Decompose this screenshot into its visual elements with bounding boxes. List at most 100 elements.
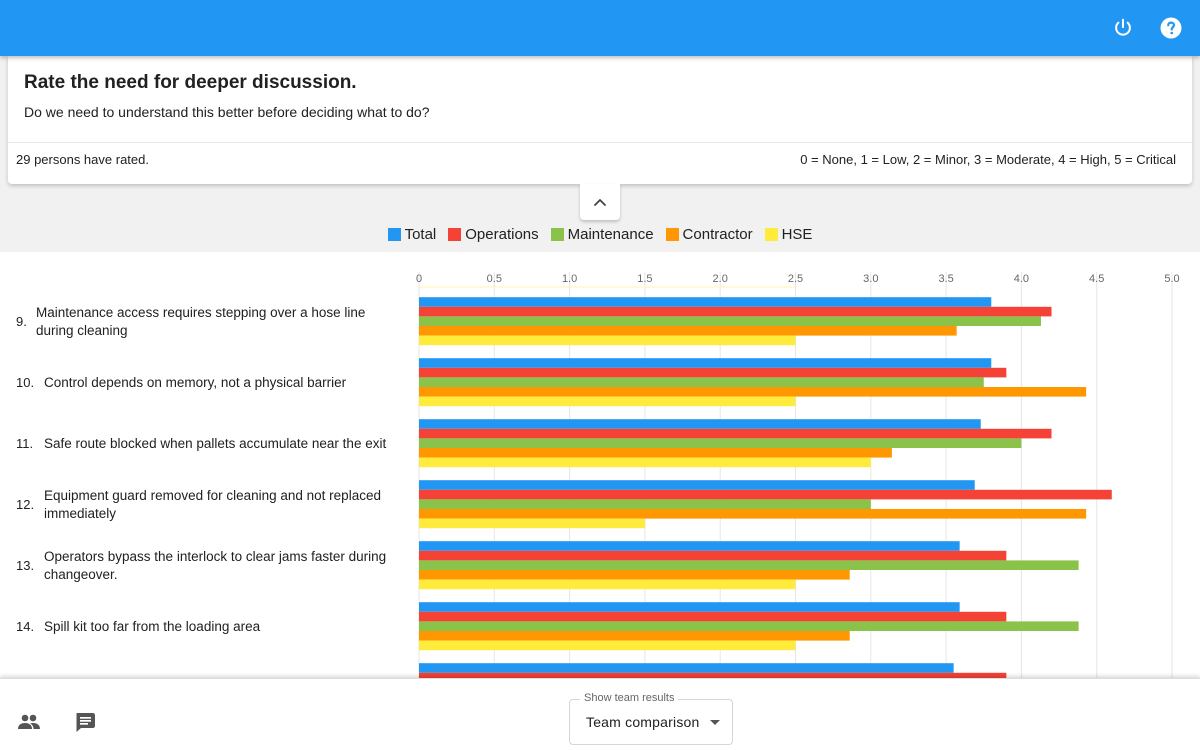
- bar-operations: [419, 611, 1007, 622]
- legend-swatch: [764, 228, 778, 241]
- legend-label: Contractor: [682, 226, 753, 243]
- x-tick-label: 5.0: [1164, 273, 1179, 285]
- bar-maintenance: [419, 621, 1079, 631]
- bar-contractor: [419, 631, 850, 641]
- chart-row: 10. Control depends on memory, not a phys…: [16, 358, 1087, 407]
- collapse-button[interactable]: [580, 184, 620, 220]
- row-label: Equipment guard removed for cleaning and…: [44, 488, 381, 503]
- row-label: Spill kit too far from the loading area: [44, 619, 261, 634]
- row-label: Control depends on memory, not a physica…: [44, 375, 347, 390]
- bar-operations: [419, 367, 1007, 378]
- bar-total: [419, 602, 960, 612]
- x-tick-label: 2.0: [713, 273, 728, 285]
- legend-swatch: [550, 228, 564, 241]
- bar-maintenance: [419, 316, 1041, 326]
- results-chart: 0 0.5 1.0 1.5 2.0 2.5 3.0 3.5 4.0 4.5 5.0 9. Mainten…: [0, 252, 1200, 678]
- bar-hse: [419, 457, 871, 468]
- bar-operations: [419, 672, 1007, 678]
- legend-item-total[interactable]: Total: [387, 226, 437, 243]
- bar-total: [419, 297, 992, 307]
- chart-row: 11. Safe route blocked when pallets accum…: [16, 419, 1052, 468]
- team-results-select[interactable]: Show team results Team comparison: [569, 692, 733, 745]
- bar-contractor: [419, 509, 1087, 519]
- chevron-up-icon: [594, 198, 606, 206]
- row-label: changeover.: [44, 567, 118, 582]
- bar-operations: [419, 489, 1112, 500]
- question-card: Rate the need for deeper discussion. Do …: [8, 56, 1192, 184]
- x-tick-label: 4.5: [1089, 273, 1104, 285]
- bar-operations: [419, 550, 1007, 561]
- bar-total: [419, 541, 960, 551]
- team-select-label: Show team results: [580, 692, 679, 704]
- row-number: 11.: [16, 436, 33, 451]
- legend-item-contractor[interactable]: Contractor: [665, 226, 753, 243]
- bar-total: [419, 358, 992, 368]
- bar-total: [419, 480, 975, 490]
- people-icon[interactable]: [17, 710, 41, 734]
- x-tick-label: 0.5: [487, 273, 502, 285]
- row-label: Safe route blocked when pallets accumula…: [44, 436, 386, 451]
- row-number: 9.: [16, 314, 27, 329]
- chart-row: [419, 663, 1007, 678]
- bar-hse: [419, 579, 796, 590]
- row-number: 12.: [16, 497, 34, 512]
- card-divider: [8, 142, 1192, 143]
- x-tick-label: 1.5: [637, 273, 652, 285]
- row-number: 14.: [16, 619, 34, 634]
- bar-total: [419, 663, 954, 673]
- x-tick-label: 0: [416, 273, 422, 285]
- bar-contractor: [419, 387, 1087, 397]
- legend-label: Operations: [465, 226, 539, 243]
- power-icon[interactable]: [1111, 16, 1135, 40]
- legend-swatch: [448, 228, 462, 241]
- bar-maintenance: [419, 560, 1079, 570]
- bar-contractor: [419, 448, 892, 458]
- x-tick-label: 3.5: [938, 273, 953, 285]
- row-label: Maintenance access requires stepping ove…: [36, 305, 365, 320]
- legend-swatch: [665, 228, 679, 241]
- legend-label: HSE: [781, 226, 813, 243]
- legend-swatch: [387, 228, 401, 241]
- legend-item-maintenance[interactable]: Maintenance: [550, 226, 654, 243]
- legend-label: Total: [404, 226, 437, 243]
- row-label: immediately: [44, 506, 116, 521]
- bar-maintenance: [419, 438, 1022, 448]
- bar-operations: [419, 306, 1052, 317]
- question-title: Rate the need for deeper discussion.: [24, 72, 357, 93]
- x-tick-label: 4.0: [1014, 273, 1029, 285]
- bar-hse: [419, 518, 645, 529]
- bar-hse: [419, 640, 796, 651]
- bottom-bar: Show team results Team comparison: [0, 678, 1200, 750]
- bar-chart: 0 0.5 1.0 1.5 2.0 2.5 3.0 3.5 4.0 4.5 5.0 9. Mainten…: [16, 272, 1180, 678]
- bar-hse: [419, 335, 796, 346]
- bar-hse: [419, 396, 796, 407]
- legend-item-operations[interactable]: Operations: [448, 226, 539, 243]
- bar-maintenance: [419, 377, 984, 387]
- chart-row: 14. Spill kit too far from the loading ar…: [16, 602, 1079, 651]
- bar-contractor: [419, 326, 957, 336]
- bar-operations: [419, 428, 1052, 439]
- row-label: Operators bypass the interlock to clear …: [44, 549, 386, 564]
- help-icon[interactable]: [1159, 16, 1183, 40]
- bar-total: [419, 419, 981, 429]
- x-tick-label: 1.0: [562, 273, 577, 285]
- bar-maintenance: [419, 499, 871, 509]
- rating-scale: 0 = None, 1 = Low, 2 = Minor, 3 = Modera…: [800, 152, 1176, 167]
- comment-icon[interactable]: [73, 710, 97, 734]
- app-bar: [0, 0, 1200, 56]
- row-number: 13.: [16, 558, 34, 573]
- x-tick-label: 2.5: [788, 273, 803, 285]
- question-subtitle: Do we need to understand this better bef…: [24, 104, 430, 120]
- legend-label: Maintenance: [567, 226, 654, 243]
- x-tick-label: 3.0: [863, 273, 878, 285]
- chart-row: 13. Operators bypass the interlock to cle…: [16, 541, 1079, 590]
- chart-row: 9. Maintenance access requires stepping o…: [16, 297, 1052, 346]
- legend-item-hse[interactable]: HSE: [764, 226, 813, 243]
- bar-contractor: [419, 570, 850, 580]
- chart-row: 12. Equipment guard removed for cleaning …: [16, 480, 1112, 529]
- rated-count: 29 persons have rated.: [16, 152, 149, 167]
- row-label: during cleaning: [36, 323, 128, 338]
- chart-legend: Total Operations Maintenance Contractor HSE: [0, 226, 1200, 243]
- row-number: 10.: [16, 375, 34, 390]
- chevron-down-icon: [710, 720, 720, 725]
